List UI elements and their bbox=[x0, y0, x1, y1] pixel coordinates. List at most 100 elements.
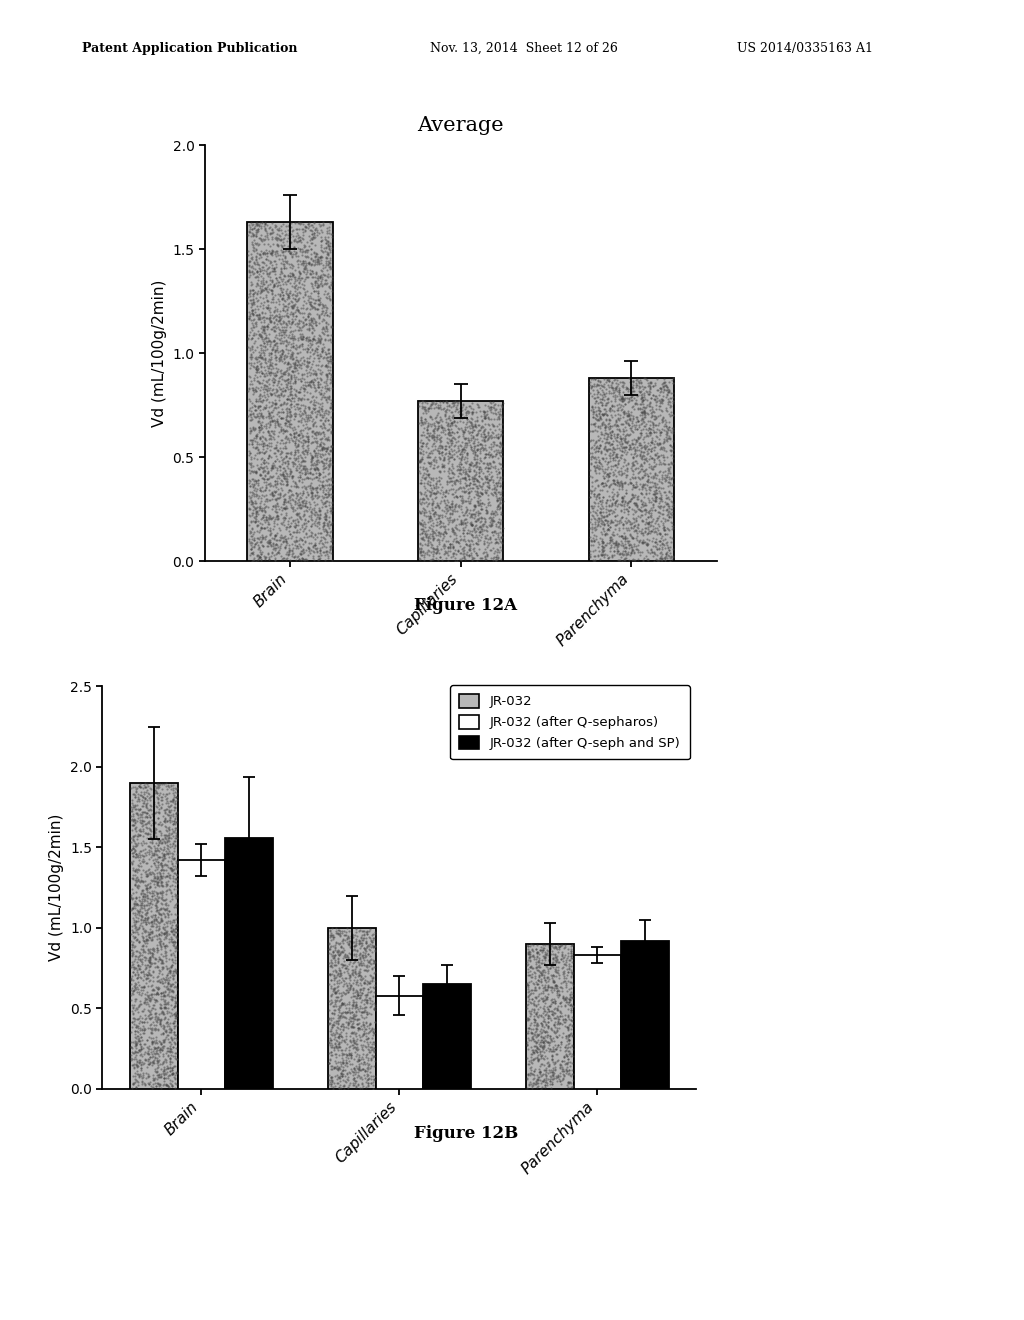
Point bbox=[305, 374, 322, 395]
Point bbox=[464, 421, 480, 442]
Point bbox=[256, 500, 272, 521]
Point bbox=[275, 527, 292, 548]
Point bbox=[589, 405, 605, 426]
Point bbox=[298, 479, 314, 500]
Point bbox=[256, 504, 272, 525]
Point bbox=[351, 1053, 368, 1074]
Point bbox=[166, 799, 182, 820]
Point bbox=[628, 474, 644, 495]
Point bbox=[134, 970, 151, 991]
Point bbox=[139, 908, 156, 929]
Point bbox=[354, 1002, 371, 1023]
Point bbox=[304, 339, 321, 360]
Point bbox=[452, 469, 468, 490]
Point bbox=[274, 244, 291, 265]
Point bbox=[360, 973, 377, 994]
Point bbox=[640, 432, 656, 453]
Point bbox=[417, 545, 433, 566]
Point bbox=[606, 384, 623, 405]
Point bbox=[307, 310, 324, 331]
Point bbox=[421, 492, 437, 513]
Point bbox=[325, 1077, 341, 1098]
Point bbox=[324, 1055, 340, 1076]
Point bbox=[543, 979, 559, 1001]
Point bbox=[309, 275, 326, 296]
Point bbox=[262, 362, 279, 383]
Point bbox=[616, 491, 633, 512]
Point bbox=[431, 442, 447, 463]
Point bbox=[167, 1068, 183, 1089]
Point bbox=[641, 492, 657, 513]
Point bbox=[157, 919, 173, 940]
Point bbox=[465, 401, 481, 422]
Point bbox=[522, 933, 539, 954]
Point bbox=[135, 1011, 152, 1032]
Point bbox=[159, 873, 175, 894]
Point bbox=[284, 384, 300, 405]
Point bbox=[440, 436, 457, 457]
Point bbox=[157, 997, 173, 1018]
Point bbox=[127, 776, 143, 797]
Point bbox=[318, 541, 335, 562]
Point bbox=[131, 904, 147, 925]
Point bbox=[656, 413, 673, 434]
Point bbox=[335, 1064, 351, 1085]
Point bbox=[248, 304, 264, 325]
Point bbox=[314, 275, 331, 296]
Point bbox=[482, 453, 499, 474]
Point bbox=[588, 486, 604, 507]
Point bbox=[339, 928, 355, 949]
Point bbox=[157, 1028, 173, 1049]
Point bbox=[290, 393, 306, 414]
Point bbox=[608, 491, 625, 512]
Point bbox=[243, 407, 259, 428]
Point bbox=[662, 412, 678, 433]
Point bbox=[244, 550, 260, 572]
Point bbox=[285, 372, 301, 393]
Point bbox=[593, 502, 609, 523]
Point bbox=[266, 389, 283, 411]
Point bbox=[261, 445, 278, 466]
Point bbox=[596, 467, 612, 488]
Point bbox=[248, 500, 264, 521]
Point bbox=[345, 1030, 361, 1051]
Point bbox=[282, 389, 298, 411]
Point bbox=[162, 1060, 178, 1081]
Point bbox=[347, 1005, 364, 1026]
Point bbox=[259, 243, 275, 264]
Point bbox=[165, 855, 181, 876]
Point bbox=[305, 545, 322, 566]
Point bbox=[592, 549, 608, 570]
Point bbox=[162, 1064, 178, 1085]
Point bbox=[319, 375, 336, 396]
Point bbox=[130, 878, 146, 899]
Point bbox=[270, 401, 287, 422]
Point bbox=[263, 488, 280, 510]
Point bbox=[274, 366, 291, 387]
Point bbox=[134, 917, 151, 939]
Point bbox=[446, 434, 463, 455]
Point bbox=[266, 524, 283, 545]
Point bbox=[465, 503, 481, 524]
Point bbox=[142, 795, 159, 816]
Point bbox=[275, 463, 292, 484]
Point bbox=[652, 488, 669, 510]
Point bbox=[306, 292, 323, 313]
Point bbox=[295, 325, 311, 346]
Point bbox=[432, 512, 449, 533]
Point bbox=[582, 543, 598, 564]
Point bbox=[562, 985, 579, 1006]
Point bbox=[480, 421, 497, 442]
Point bbox=[645, 519, 662, 540]
Point bbox=[487, 546, 504, 568]
Point bbox=[534, 1005, 550, 1026]
Point bbox=[145, 912, 162, 933]
Point bbox=[167, 797, 183, 818]
Point bbox=[470, 414, 486, 436]
Point bbox=[633, 401, 649, 422]
Point bbox=[125, 1003, 141, 1024]
Point bbox=[460, 426, 476, 447]
Point bbox=[150, 796, 166, 817]
Point bbox=[367, 940, 383, 961]
Point bbox=[317, 479, 334, 500]
